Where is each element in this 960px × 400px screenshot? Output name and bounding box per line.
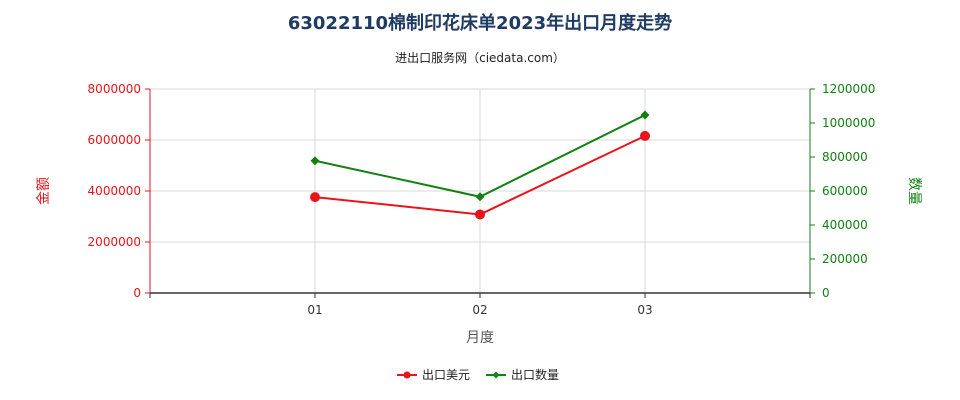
series-group [310,110,650,220]
data-point-1 [475,209,485,220]
left-tick-label: 8000000 [88,82,141,96]
data-point-2 [640,110,650,120]
right-tick-label: 800000 [822,150,868,164]
right-tick-label: 1200000 [822,82,875,96]
data-point-2 [475,192,485,202]
x-tick-label: 01 [307,303,322,317]
chart-title: 63022110棉制印花床单2023年出口月度走势 [288,12,672,34]
x-axis-ticks: 01 02 03 [149,293,811,317]
right-tick-label: 0 [822,286,830,300]
right-tick-label: 600000 [822,184,868,198]
legend-label: 出口数量 [511,367,559,382]
legend-label: 出口美元 [422,368,470,382]
x-axis-label: 月度 [466,330,494,346]
left-tick-label: 2000000 [88,235,141,249]
legend-swatch-marker [403,371,411,379]
left-axis-ticks: 0 2000000 4000000 6000000 8000000 [88,82,150,300]
legend: 出口美元 出口数量 [397,367,559,382]
left-axis-label: 金额 [36,177,52,205]
left-tick-label: 0 [133,286,141,300]
left-tick-label: 6000000 [88,133,141,147]
legend-swatch-marker [492,371,500,379]
x-tick-label: 03 [637,303,652,317]
right-tick-label: 400000 [822,218,868,232]
grid-lines [150,88,810,293]
right-axis-label: 数量 [906,177,922,205]
right-tick-label: 200000 [822,252,868,266]
x-tick-label: 02 [472,303,487,317]
chart-subtitle: 进出口服务网（ciedata.com） [395,50,565,65]
data-point-1 [310,192,320,203]
data-point-2 [310,156,320,166]
left-tick-label: 4000000 [88,184,141,198]
right-axis-ticks: 0 200000 400000 600000 800000 1000000 1200000 [810,82,875,300]
data-point-1 [640,130,650,141]
right-tick-label: 1000000 [822,116,875,130]
